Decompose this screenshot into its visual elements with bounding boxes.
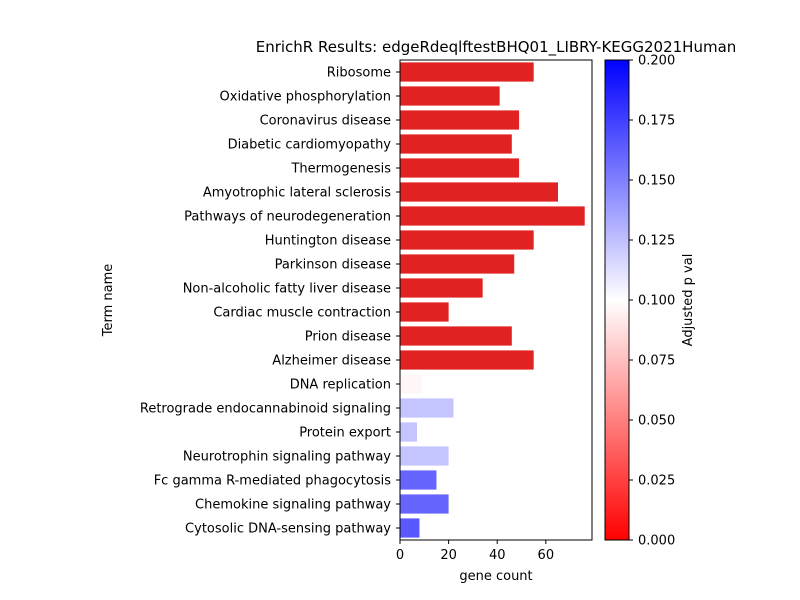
y-tick-label: Oxidative phosphorylation xyxy=(220,90,391,105)
colorbar-tick-label: 0.000 xyxy=(638,534,675,549)
bar xyxy=(400,254,515,274)
x-axis-label: gene count xyxy=(459,569,532,584)
x-ticks: 0 20 40 60 xyxy=(396,540,554,563)
y-tick-label: Non-alcoholic fatty liver disease xyxy=(183,282,391,297)
bar xyxy=(400,278,483,298)
bar xyxy=(400,62,534,82)
bar xyxy=(400,518,420,538)
bar xyxy=(400,302,449,322)
y-tick-label: Fc gamma R-mediated phagocytosis xyxy=(154,474,392,489)
bar xyxy=(400,326,512,346)
bar xyxy=(400,398,454,418)
bar xyxy=(400,422,418,442)
y-tick-label: Retrograde endocannabinoid signaling xyxy=(140,402,391,417)
y-tick-label: Protein export xyxy=(299,426,391,441)
bar xyxy=(400,134,512,154)
colorbar-tick-label: 0.100 xyxy=(638,294,675,309)
bar xyxy=(400,86,500,106)
x-tick-label: 40 xyxy=(489,548,506,563)
bar xyxy=(400,470,437,490)
colorbar-tick-label: 0.200 xyxy=(638,54,675,69)
bar xyxy=(400,230,534,250)
bar xyxy=(400,110,520,130)
y-tick-label: Huntington disease xyxy=(265,234,391,249)
colorbar-ticks: 0.000 0.025 0.050 0.075 0.100 0.125 0.150 0.175… xyxy=(629,54,675,549)
colorbar xyxy=(604,59,630,541)
bar xyxy=(400,350,534,370)
bar xyxy=(400,158,520,178)
y-tick-label: Parkinson disease xyxy=(275,258,391,273)
bars-group xyxy=(400,62,585,538)
plot-frame xyxy=(399,59,593,541)
x-tick-label: 20 xyxy=(440,548,457,563)
y-tick-label: Coronavirus disease xyxy=(260,114,391,129)
y-axis-label: Term name xyxy=(101,264,116,338)
y-tick-label: Prion disease xyxy=(305,330,391,345)
colorbar-label: Adjusted p val xyxy=(681,254,696,347)
y-tick-label: Neurotrophin signaling pathway xyxy=(183,450,391,465)
y-tick-label: Cytosolic DNA-sensing pathway xyxy=(185,522,391,537)
y-tick-label: Thermogenesis xyxy=(290,162,391,177)
y-tick-labels: Ribosome Oxidative phosphorylation Coronav… xyxy=(140,66,400,537)
colorbar-tick-label: 0.025 xyxy=(638,474,675,489)
y-tick-label: Ribosome xyxy=(327,66,391,81)
y-tick-label: Amyotrophic lateral sclerosis xyxy=(203,186,391,201)
y-tick-label: Diabetic cardiomyopathy xyxy=(228,138,392,153)
colorbar-tick-label: 0.050 xyxy=(638,414,675,429)
y-tick-label: Alzheimer disease xyxy=(272,354,391,369)
chart-title: EnrichR Results: edgeRdeqlftestBHQ01_LIB… xyxy=(256,38,737,57)
colorbar-tick-label: 0.125 xyxy=(638,234,675,249)
x-tick-label: 0 xyxy=(396,548,404,563)
y-tick-label: DNA replication xyxy=(290,378,391,393)
bar xyxy=(400,446,449,466)
x-tick-label: 60 xyxy=(538,548,555,563)
bar xyxy=(400,494,449,514)
y-tick-label: Cardiac muscle contraction xyxy=(213,306,391,321)
y-tick-label: Chemokine signaling pathway xyxy=(195,498,391,513)
colorbar-tick-label: 0.175 xyxy=(638,114,675,129)
bar xyxy=(400,206,585,226)
y-tick-label: Pathways of neurodegeneration xyxy=(184,210,391,225)
colorbar-tick-label: 0.075 xyxy=(638,354,675,369)
colorbar-tick-label: 0.150 xyxy=(638,174,675,189)
bar xyxy=(400,374,422,394)
bar xyxy=(400,182,558,202)
